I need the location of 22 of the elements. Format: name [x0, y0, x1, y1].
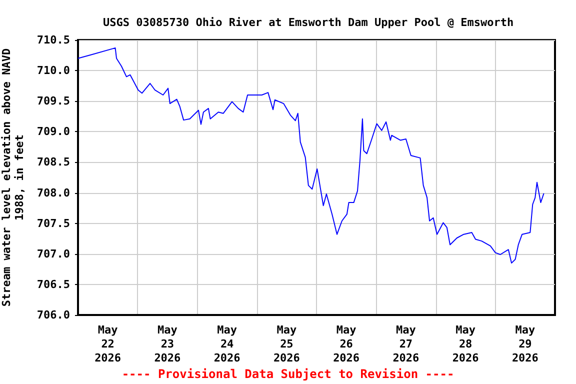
x-tick-label: May 22 2026	[94, 324, 122, 364]
x-tick-label: May 29 2026	[512, 324, 539, 364]
x-tick-label: May 25 2026	[273, 324, 300, 364]
y-tick-label: 710.0	[36, 64, 70, 78]
x-tick-label: May 27 2026	[392, 324, 420, 364]
y-tick-label: 707.0	[36, 247, 70, 260]
y-tick-label: 706.5	[36, 278, 70, 291]
x-tick-label: May 28 2026	[452, 324, 480, 364]
line-series	[78, 47, 544, 264]
y-tick-label: 709.5	[36, 94, 70, 108]
y-axis-title: Stream water level elevation above NAVD 1988, in feet	[0, 48, 26, 307]
y-tick-label: 709.0	[36, 125, 70, 138]
text: ---- Provisional Data Subject to Revision ----	[122, 367, 454, 381]
y-tick-label: 708.0	[36, 186, 70, 200]
y-tick-label: 707.5	[36, 216, 70, 230]
y-tick-label: 710.5	[36, 34, 70, 46]
x-tick-label: May 23 2026	[154, 324, 182, 364]
y-tick-label: 708.5	[36, 156, 70, 169]
chart-title: USGS 03085730 Ohio River at Emsworth Dam Upper Pool @ Emsworth	[103, 16, 514, 29]
y-tick-label: 706.0	[36, 308, 70, 322]
x-tick-label: May 26 2026	[333, 324, 360, 364]
x-tick-label: May 24 2026	[214, 324, 241, 364]
